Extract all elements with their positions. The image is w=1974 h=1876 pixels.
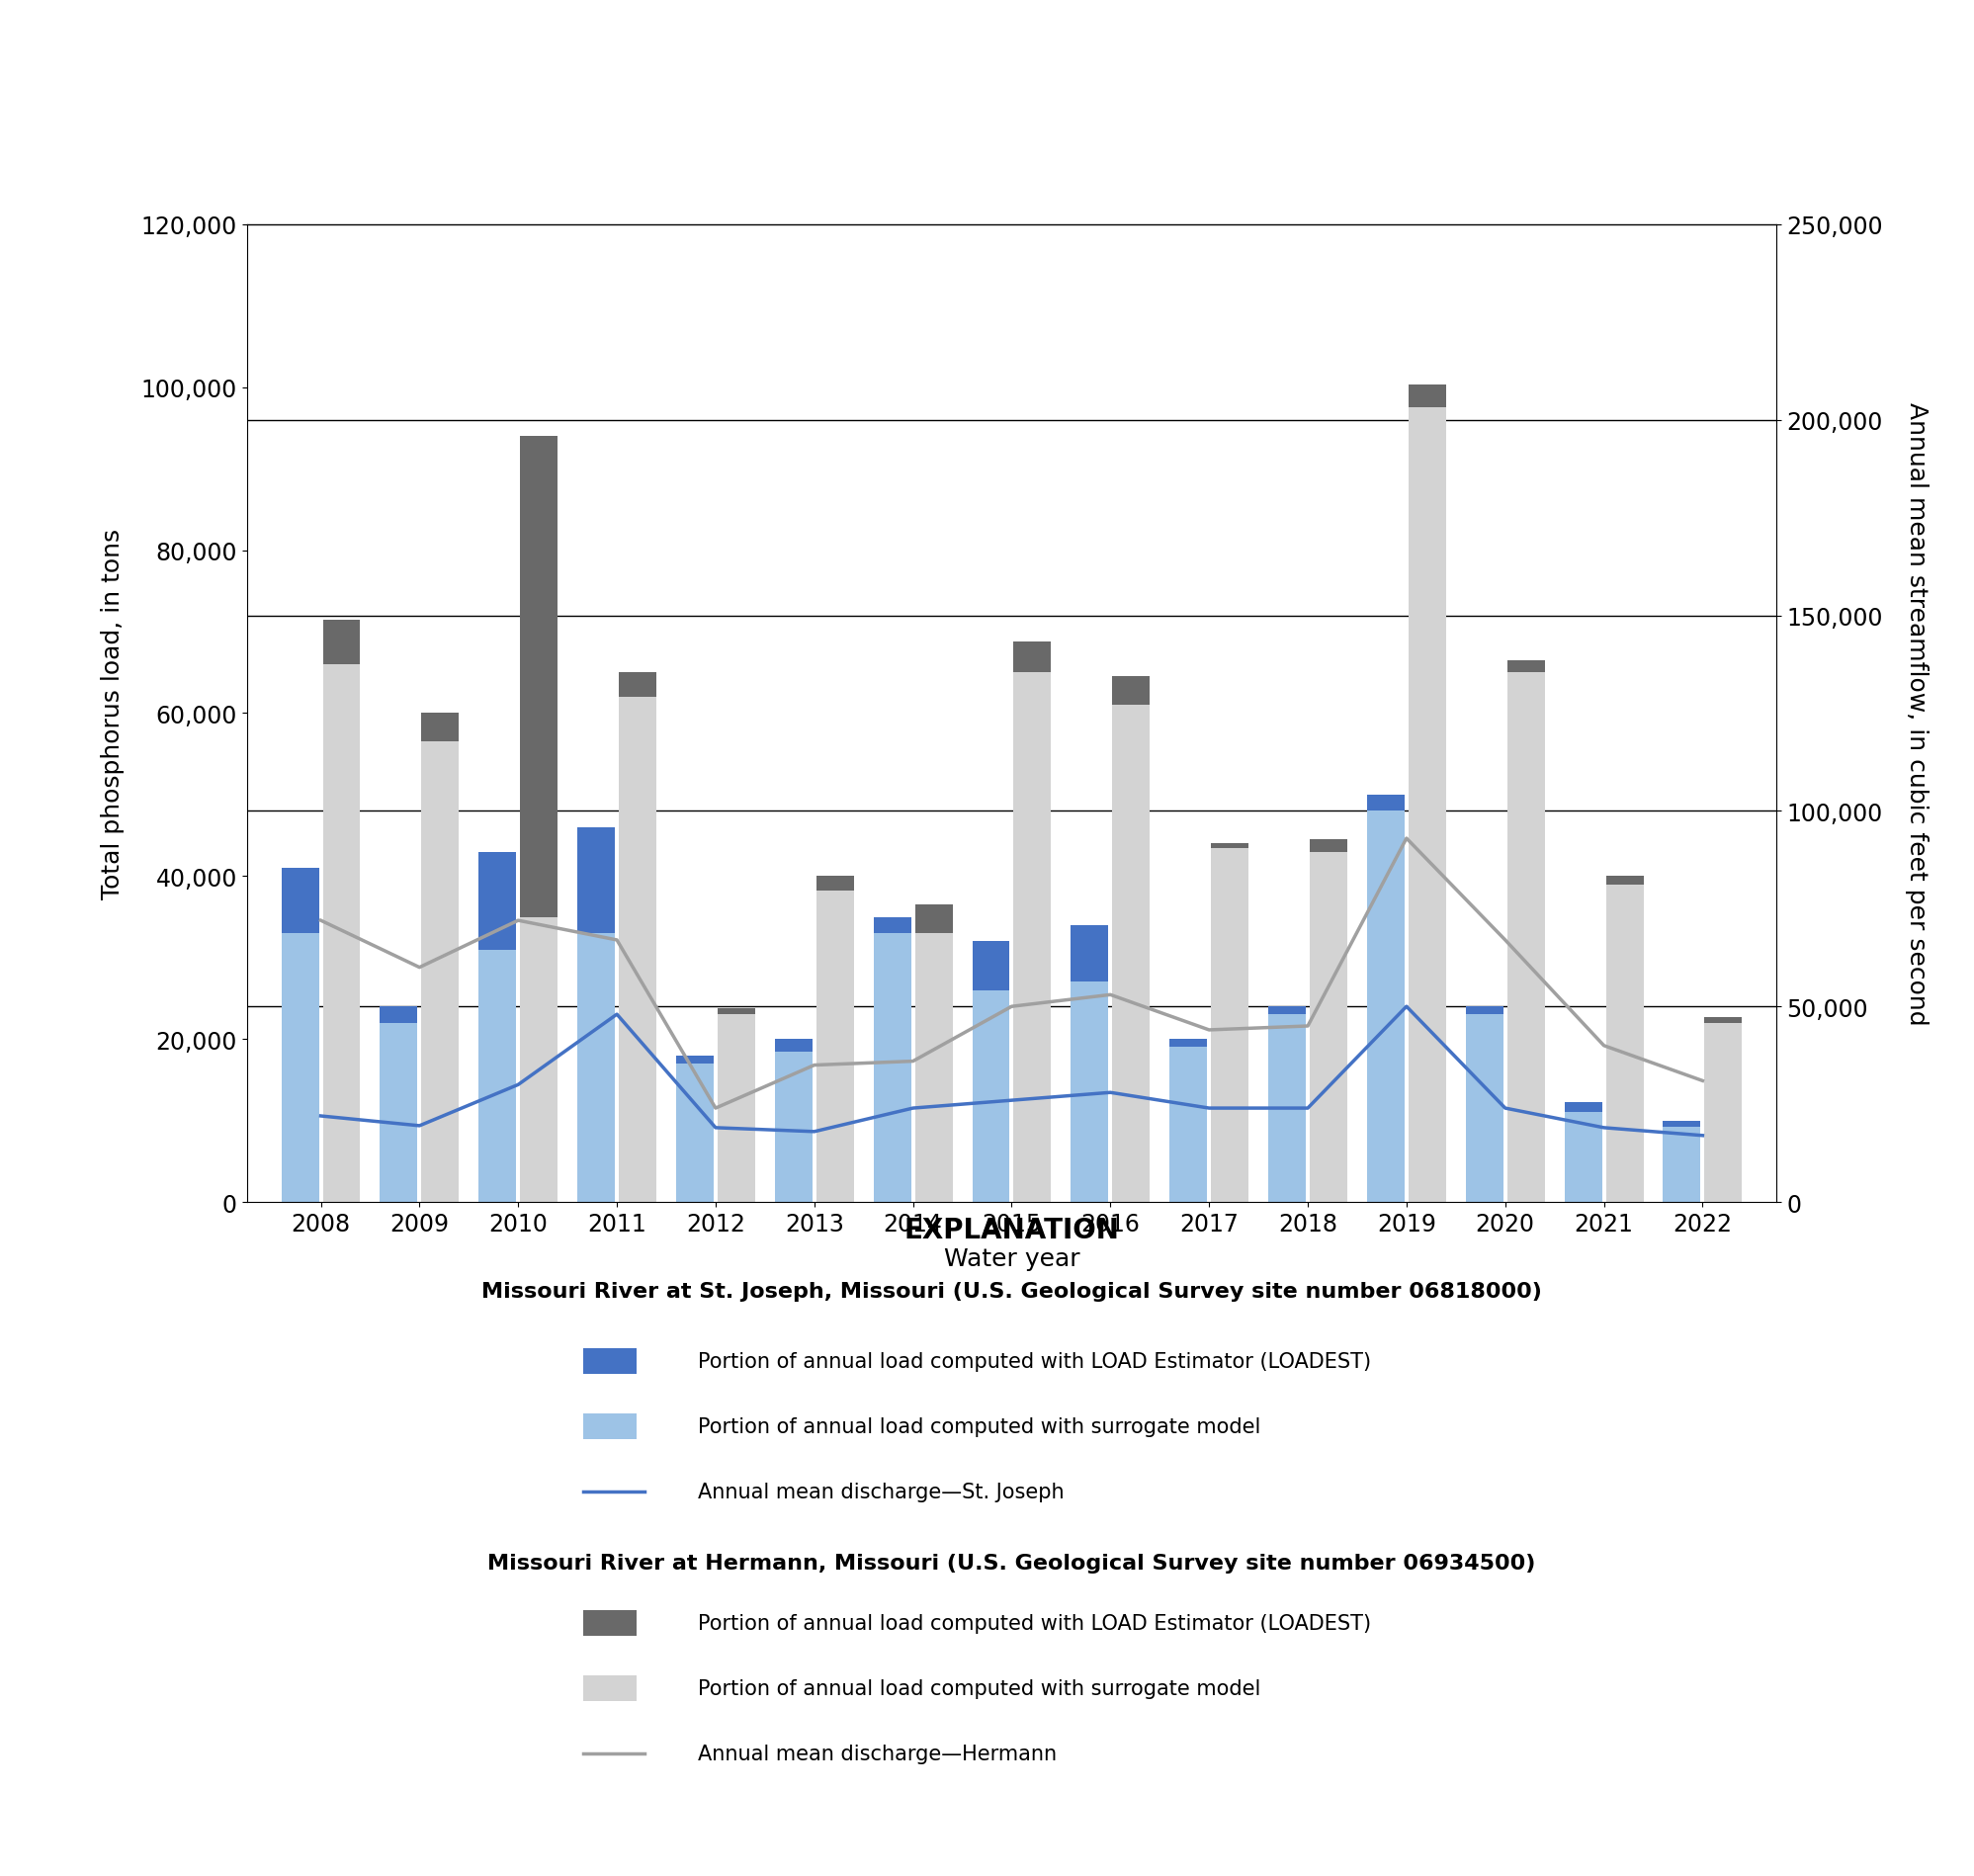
Bar: [1169, 1047, 1206, 1203]
Bar: [914, 904, 951, 934]
Bar: [1111, 705, 1149, 1203]
Bar: [971, 991, 1009, 1203]
Bar: [519, 917, 557, 1203]
Bar: [1563, 1103, 1603, 1112]
Bar: [280, 934, 318, 1203]
Bar: [1169, 1039, 1206, 1047]
Bar: [478, 852, 515, 949]
Bar: [1070, 925, 1107, 983]
Text: Annual mean discharge—St. Joseph: Annual mean discharge—St. Joseph: [699, 1482, 1064, 1503]
Bar: [576, 934, 614, 1203]
Bar: [873, 934, 910, 1203]
Bar: [1662, 1120, 1700, 1127]
Bar: [1506, 660, 1544, 673]
Bar: [1111, 677, 1149, 705]
Bar: [420, 713, 458, 743]
Bar: [582, 1415, 638, 1439]
X-axis label: Water year: Water year: [944, 1246, 1080, 1270]
Bar: [1070, 983, 1107, 1203]
Bar: [1407, 386, 1445, 409]
Y-axis label: Total phosphorus load, in tons: Total phosphorus load, in tons: [101, 529, 124, 899]
Bar: [1662, 1127, 1700, 1203]
Bar: [717, 1015, 754, 1203]
Bar: [1366, 795, 1405, 812]
Bar: [774, 1039, 811, 1052]
Bar: [1605, 876, 1642, 885]
Text: Portion of annual load computed with LOAD Estimator (LOADEST): Portion of annual load computed with LOA…: [699, 1351, 1372, 1371]
Bar: [1506, 673, 1544, 1203]
Bar: [582, 1349, 638, 1373]
Bar: [322, 664, 359, 1203]
Text: Portion of annual load computed with surrogate model: Portion of annual load computed with sur…: [699, 1416, 1261, 1437]
Text: Portion of annual load computed with LOAD Estimator (LOADEST): Portion of annual load computed with LOA…: [699, 1613, 1372, 1632]
Bar: [675, 1056, 713, 1064]
Bar: [1366, 812, 1405, 1203]
Bar: [618, 673, 655, 698]
Bar: [774, 1052, 811, 1203]
Bar: [1309, 840, 1346, 852]
Bar: [914, 934, 951, 1203]
Bar: [1210, 848, 1248, 1203]
Bar: [618, 698, 655, 1203]
Bar: [322, 621, 359, 664]
Bar: [379, 1022, 417, 1203]
Bar: [1210, 844, 1248, 848]
Bar: [1015, 673, 1050, 1203]
Bar: [1309, 852, 1346, 1203]
Bar: [379, 1007, 417, 1022]
Bar: [582, 1610, 638, 1636]
Text: Portion of annual load computed with surrogate model: Portion of annual load computed with sur…: [699, 1679, 1261, 1698]
Y-axis label: Annual mean streamflow, in cubic feet per second: Annual mean streamflow, in cubic feet pe…: [1905, 401, 1929, 1024]
Bar: [1563, 1112, 1603, 1203]
Text: EXPLANATION: EXPLANATION: [904, 1216, 1119, 1244]
Bar: [420, 743, 458, 1203]
Bar: [582, 1675, 638, 1702]
Bar: [519, 437, 557, 917]
Text: Missouri River at Hermann, Missouri (U.S. Geological Survey site number 06934500: Missouri River at Hermann, Missouri (U.S…: [488, 1553, 1536, 1572]
Bar: [873, 917, 910, 934]
Text: Annual mean discharge—Hermann: Annual mean discharge—Hermann: [699, 1745, 1056, 1763]
Text: Missouri River at St. Joseph, Missouri (U.S. Geological Survey site number 06818: Missouri River at St. Joseph, Missouri (…: [482, 1281, 1542, 1302]
Bar: [478, 949, 515, 1203]
Bar: [1465, 1015, 1504, 1203]
Bar: [815, 891, 853, 1203]
Bar: [675, 1064, 713, 1203]
Bar: [1407, 409, 1445, 1203]
Bar: [1465, 1007, 1504, 1015]
Bar: [280, 869, 318, 934]
Bar: [1015, 642, 1050, 673]
Bar: [1704, 1022, 1741, 1203]
Bar: [576, 827, 614, 934]
Bar: [971, 942, 1009, 991]
Bar: [1605, 885, 1642, 1203]
Bar: [815, 876, 853, 891]
Bar: [1267, 1015, 1305, 1203]
Bar: [1267, 1007, 1305, 1015]
Bar: [1704, 1017, 1741, 1022]
Bar: [717, 1009, 754, 1015]
